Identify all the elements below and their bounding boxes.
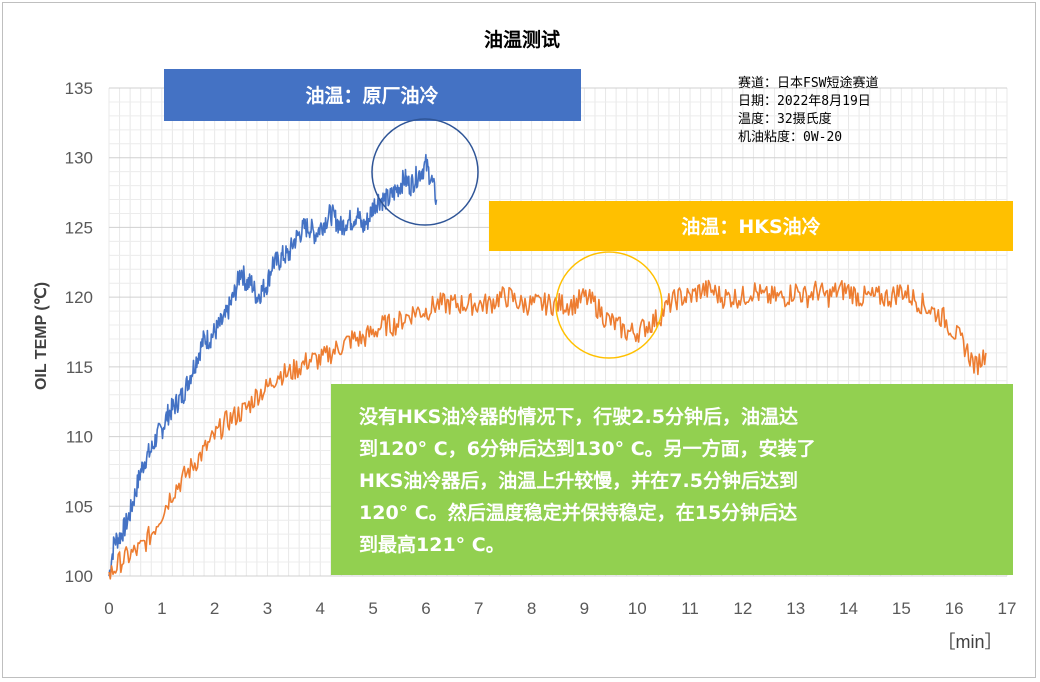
- y-tick-label: 130: [65, 149, 93, 168]
- x-tick-label: 5: [368, 599, 377, 618]
- x-tick-label: 4: [316, 599, 325, 618]
- info-temperature: 温度：32摄氏度: [738, 111, 832, 127]
- x-unit-label: ［min］: [937, 632, 1002, 652]
- hks-label-text: 油温：HKS油冷: [681, 215, 820, 238]
- stock-peak-circle: [371, 118, 479, 226]
- y-tick-label: 105: [65, 497, 93, 516]
- summary-line-3: HKS油冷器后，油温上升较慢，并在7.5分钟后达到: [359, 469, 798, 492]
- stock-label-box: 油温：原厂油冷: [164, 69, 581, 121]
- y-tick-label: 120: [65, 288, 93, 307]
- x-tick-label: 14: [839, 599, 858, 618]
- x-tick-label: 8: [527, 599, 536, 618]
- series-line-hks: [108, 279, 987, 580]
- summary-note-bg: [331, 384, 1013, 575]
- x-tick-label: 11: [681, 599, 699, 618]
- info-block: 赛道：日本FSW短途赛道 日期：2022年8月19日 温度：32摄氏度 机油粘度…: [738, 75, 878, 145]
- y-tick-label: 135: [65, 79, 93, 98]
- x-tick-label: 1: [157, 599, 166, 618]
- x-tick-labels: 0 1 2 3 4 5 6 7 8 9 10 11 12 13 14 15 16 17: [104, 599, 1016, 618]
- x-tick-label: 13: [786, 599, 805, 618]
- summary-line-2: 到120° C，6分钟后达到130° C。另一方面，安装了: [359, 437, 816, 460]
- x-tick-label: 2: [210, 599, 219, 618]
- x-tick-label: 9: [580, 599, 589, 618]
- y-tick-label: 115: [66, 358, 93, 377]
- info-date: 日期：2022年8月19日: [738, 94, 871, 109]
- stock-label-text: 油温：原厂油冷: [305, 84, 438, 107]
- y-tick-labels: 100 105 110 115 120 125 130 135: [65, 79, 93, 586]
- y-tick-label: 110: [66, 428, 93, 447]
- x-tick-label: 12: [733, 599, 752, 618]
- x-tick-label: 16: [945, 599, 964, 618]
- chart-title: 油温测试: [484, 29, 560, 51]
- summary-note-box: 没有HKS油冷器的情况下，行驶2.5分钟后，油温达 到120° C，6分钟后达到…: [331, 384, 1013, 575]
- x-tick-label: 6: [421, 599, 430, 618]
- x-tick-label: 15: [892, 599, 911, 618]
- info-track: 赛道：日本FSW短途赛道: [738, 75, 878, 91]
- y-tick-label: 125: [65, 218, 93, 237]
- hks-peak-circle: [555, 251, 663, 359]
- stock-label-bg: [164, 69, 581, 121]
- hks-label-box: 油温：HKS油冷: [489, 201, 1013, 251]
- x-tick-label: 0: [104, 599, 113, 618]
- y-axis-label: OIL TEMP (℃): [33, 282, 50, 390]
- x-tick-label: 10: [628, 599, 647, 618]
- x-tick-label: 17: [998, 599, 1017, 618]
- summary-line-1: 没有HKS油冷器的情况下，行驶2.5分钟后，油温达: [359, 405, 798, 428]
- x-tick-label: 7: [474, 599, 483, 618]
- summary-line-5: 到最高121° C。: [359, 533, 505, 556]
- y-tick-label: 100: [65, 567, 93, 586]
- hks-label-bg: [489, 201, 1013, 251]
- x-tick-label: 3: [263, 599, 272, 618]
- info-oil-viscosity: 机油粘度：0W-20: [738, 129, 842, 145]
- summary-line-4: 120° C。然后温度稳定并保持稳定，在15分钟后达: [359, 501, 797, 524]
